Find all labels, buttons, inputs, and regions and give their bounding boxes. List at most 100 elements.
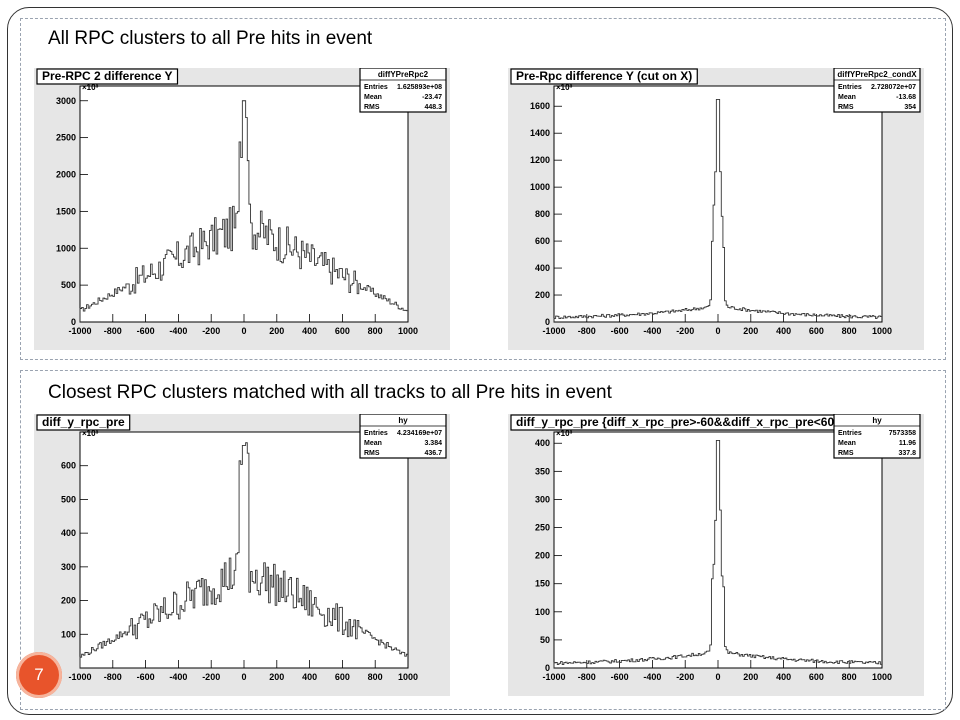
stats-box — [359, 414, 447, 459]
y-multiplier-label: ×10³ — [82, 429, 99, 438]
stats-value: -13.68 — [896, 94, 916, 101]
stats-key: Entries — [364, 84, 388, 91]
stats-box — [833, 68, 921, 113]
slide-frame — [7, 7, 953, 715]
stats-key: Mean — [838, 440, 856, 447]
chart-title: diff_y_rpc_pre {diff_x_rpc_pre>-60&&diff… — [516, 415, 839, 429]
stats-key: Entries — [364, 430, 388, 437]
histogram-line — [553, 99, 882, 322]
histogram-line — [79, 100, 408, 322]
stats-value: 1.625893e+08 — [397, 84, 442, 91]
x-tick-label: -400 — [643, 326, 661, 336]
stats-name: hy — [398, 416, 408, 425]
y-multiplier-label: ×10³ — [556, 429, 573, 438]
plot-area — [79, 431, 409, 669]
stats-value: -23.47 — [422, 94, 442, 101]
x-tick-label: -800 — [578, 672, 596, 682]
x-tick-label: 1000 — [872, 672, 892, 682]
x-tick-label: -1000 — [68, 672, 91, 682]
histogram-line — [79, 442, 408, 668]
stats-key: Entries — [838, 84, 862, 91]
y-multiplier-label: ×10³ — [556, 83, 573, 92]
y-tick-label: 0 — [545, 317, 550, 327]
histogram-chart-2: Pre-Rpc difference Y (cut on X) diffYPreR… — [508, 68, 924, 350]
y-tick-label: 100 — [535, 607, 550, 617]
chart-title-box — [36, 68, 179, 85]
bottom-section — [20, 370, 946, 710]
y-tick-label: 1600 — [530, 101, 550, 111]
y-tick-label: 400 — [535, 438, 550, 448]
x-tick-label: 0 — [241, 326, 246, 336]
x-tick-label: -1000 — [68, 326, 91, 336]
stats-key: RMS — [838, 104, 854, 111]
y-tick-label: 150 — [535, 579, 550, 589]
x-tick-label: -200 — [202, 326, 220, 336]
y-tick-label: 200 — [61, 596, 76, 606]
stats-value: 7573358 — [889, 430, 916, 437]
y-tick-label: 300 — [535, 494, 550, 504]
x-tick-label: -600 — [611, 672, 629, 682]
x-tick-label: -400 — [169, 672, 187, 682]
stats-key: Mean — [364, 440, 382, 447]
y-tick-label: 1000 — [56, 243, 76, 253]
plot-area — [553, 431, 883, 669]
x-tick-label: 200 — [269, 326, 284, 336]
x-tick-label: -200 — [676, 672, 694, 682]
histogram-chart-1: Pre-RPC 2 difference Y diffYPreRpc2 Entrie… — [34, 68, 450, 350]
stats-key: RMS — [364, 104, 380, 111]
stats-key: RMS — [364, 450, 380, 457]
top-section — [20, 18, 946, 360]
stats-value: 448.3 — [424, 104, 442, 111]
stats-name: diffYPreRpc2_condX — [837, 70, 917, 79]
histogram-chart-3: diff_y_rpc_pre hy Entries 4.234169e+07 Mean 3… — [34, 414, 450, 696]
x-tick-label: -400 — [643, 672, 661, 682]
x-tick-label: 0 — [241, 672, 246, 682]
y-tick-label: 200 — [535, 290, 550, 300]
y-multiplier-label: ×10³ — [82, 83, 99, 92]
x-tick-label: -400 — [169, 326, 187, 336]
x-tick-label: 400 — [302, 326, 317, 336]
histogram-line — [553, 439, 882, 668]
y-tick-label: 2000 — [56, 170, 76, 180]
y-tick-label: 300 — [61, 562, 76, 572]
stats-key: Mean — [838, 94, 856, 101]
x-tick-label: 400 — [302, 672, 317, 682]
x-tick-label: 1000 — [872, 326, 892, 336]
y-tick-label: 200 — [535, 551, 550, 561]
stats-key: RMS — [838, 450, 854, 457]
x-tick-label: 600 — [809, 672, 824, 682]
y-tick-label: 100 — [61, 629, 76, 639]
stats-value: 4.234169e+07 — [397, 430, 442, 437]
y-tick-label: 50 — [540, 635, 550, 645]
x-tick-label: 600 — [335, 326, 350, 336]
x-tick-label: 1000 — [398, 326, 418, 336]
x-tick-label: -800 — [578, 326, 596, 336]
x-tick-label: 600 — [335, 672, 350, 682]
y-tick-label: 1400 — [530, 128, 550, 138]
y-tick-label: 500 — [61, 494, 76, 504]
page-number-badge: 7 — [16, 652, 62, 698]
chart-title-box — [510, 68, 698, 85]
y-tick-label: 400 — [535, 263, 550, 273]
stats-key: Entries — [838, 430, 862, 437]
stats-value: 3.384 — [424, 440, 442, 447]
y-tick-label: 1000 — [530, 182, 550, 192]
plot-area — [553, 85, 883, 323]
x-tick-label: 400 — [776, 326, 791, 336]
chart-title: diff_y_rpc_pre — [42, 415, 125, 429]
y-tick-label: 0 — [545, 663, 550, 673]
x-tick-label: -1000 — [542, 326, 565, 336]
stats-value: 436.7 — [424, 450, 442, 457]
x-tick-label: 800 — [842, 672, 857, 682]
histogram-chart-4: diff_y_rpc_pre {diff_x_rpc_pre>-60&&diff… — [508, 414, 924, 696]
x-tick-label: -200 — [202, 672, 220, 682]
x-tick-label: -200 — [676, 326, 694, 336]
y-tick-label: 600 — [61, 461, 76, 471]
x-tick-label: 1000 — [398, 672, 418, 682]
y-tick-label: 1200 — [530, 155, 550, 165]
y-tick-label: 1500 — [56, 206, 76, 216]
heading-top: All RPC clusters to all Pre hits in even… — [48, 28, 373, 49]
stats-box — [833, 414, 921, 459]
chart-title: Pre-RPC 2 difference Y — [42, 69, 173, 83]
x-tick-label: -600 — [137, 326, 155, 336]
